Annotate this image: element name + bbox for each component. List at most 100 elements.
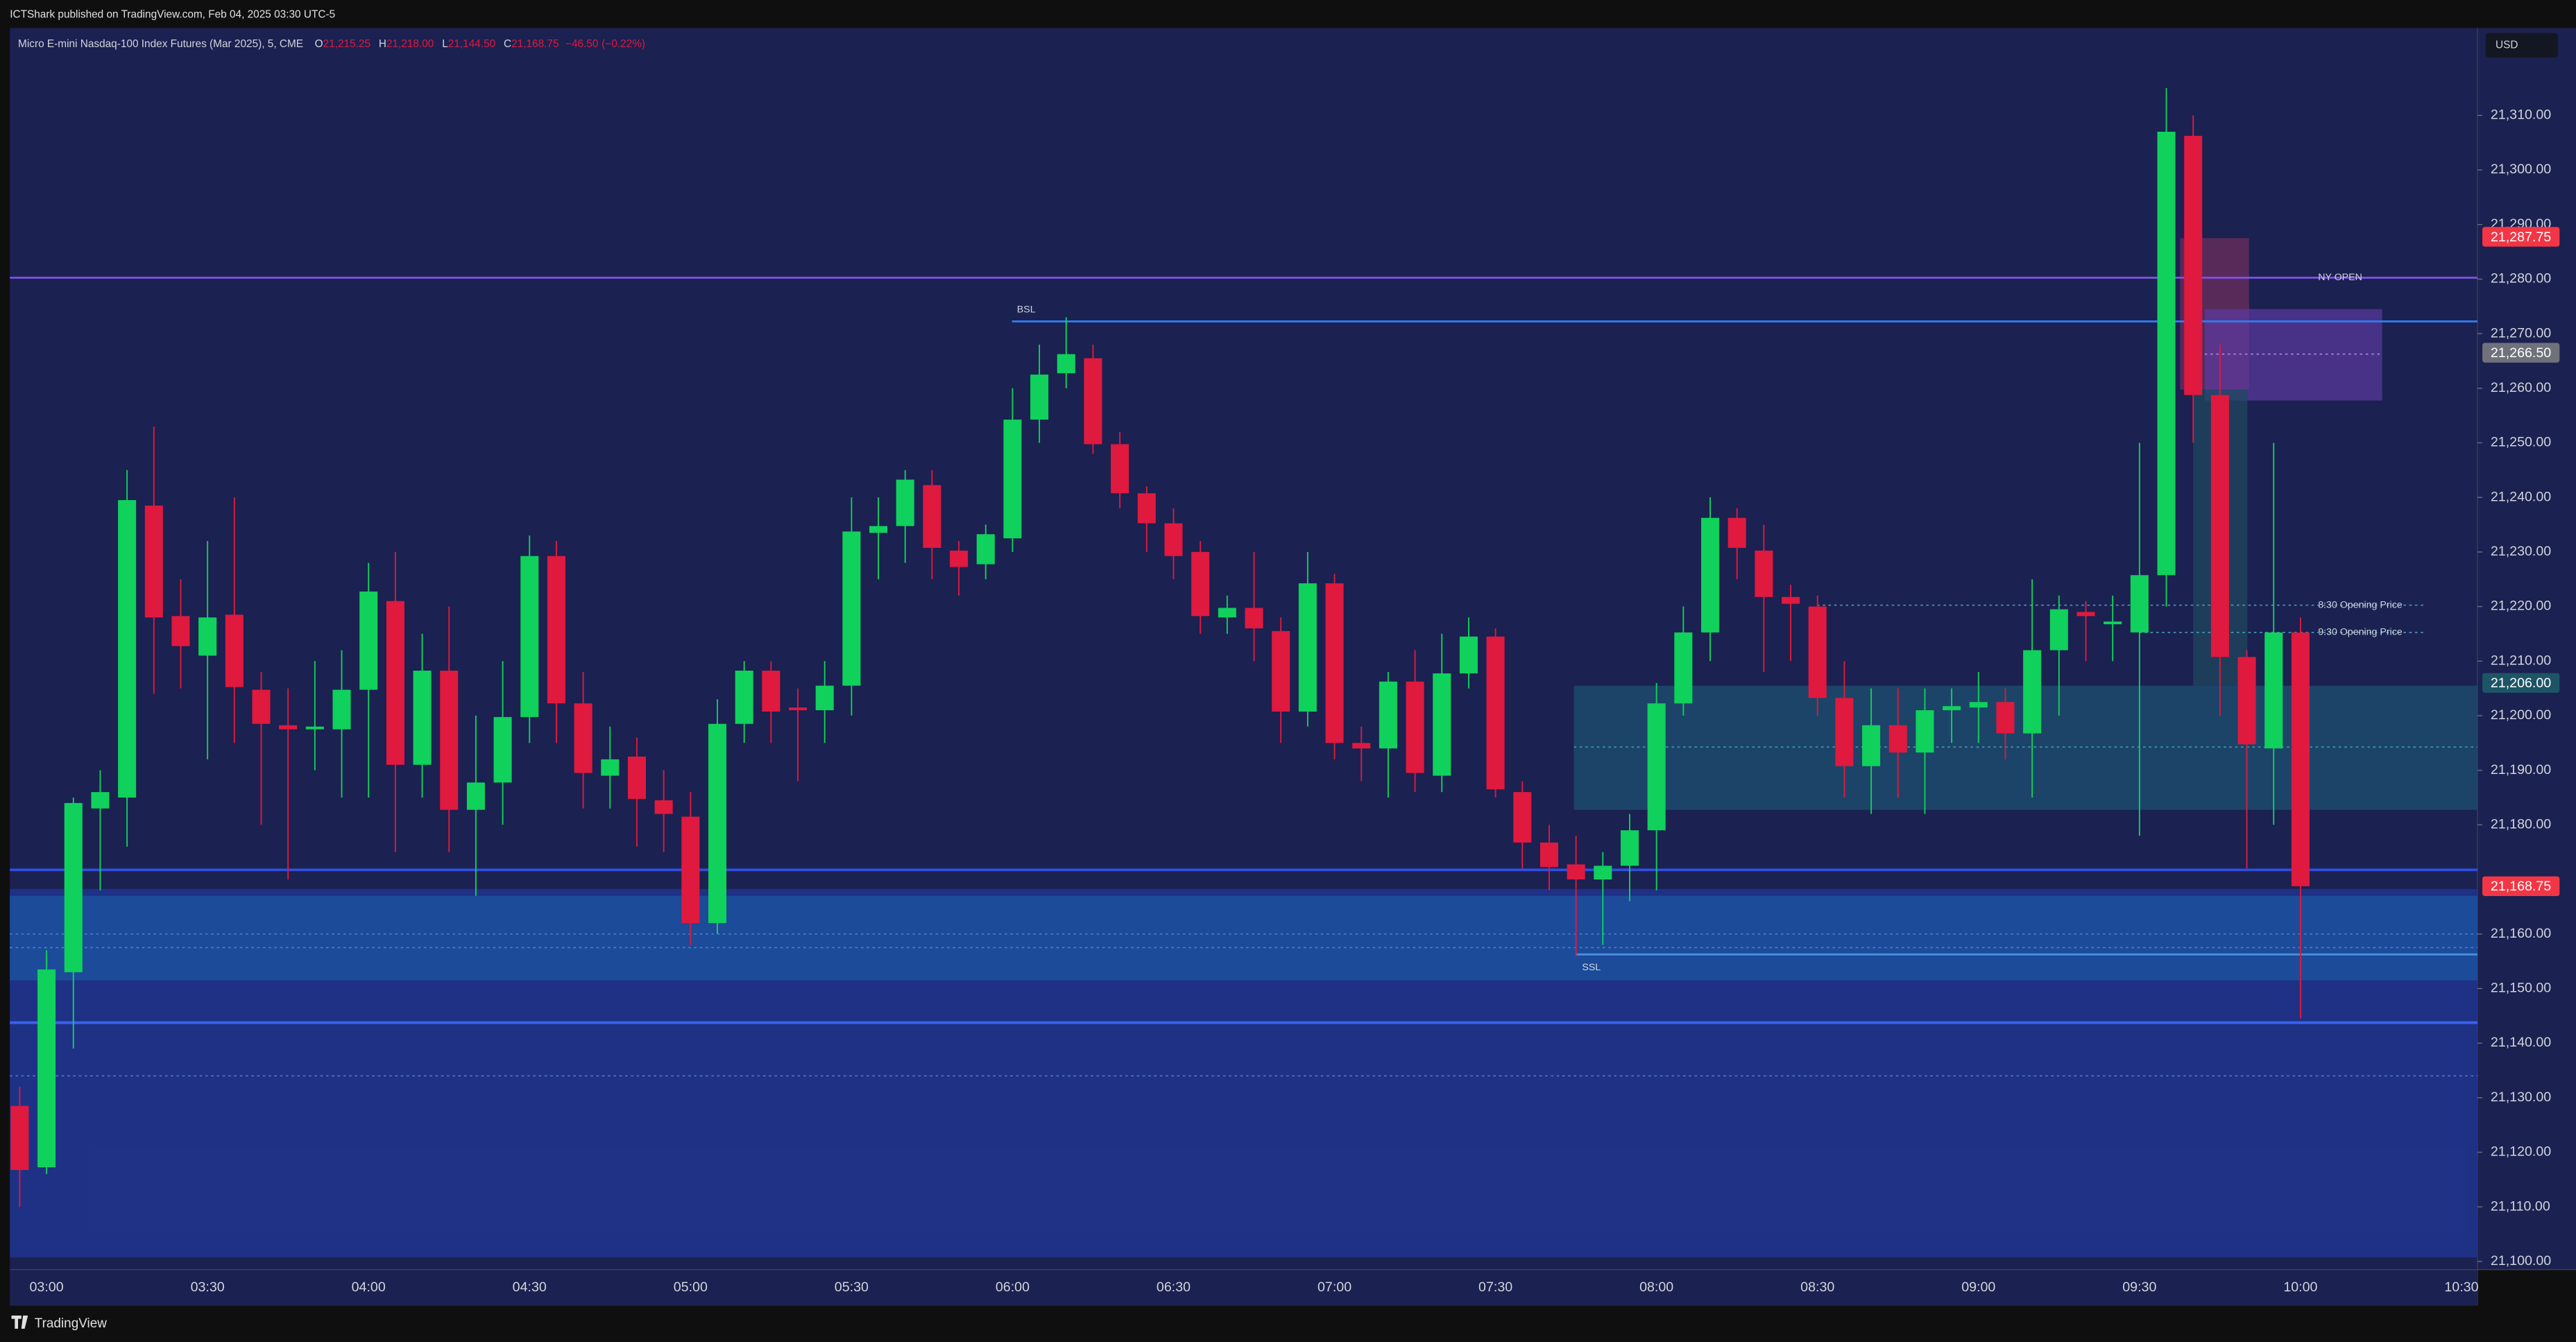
candle-body	[1620, 830, 1639, 866]
zone	[2204, 309, 2382, 401]
levels: NY OPEN BSL SSL 8:30 Opening Price 9:30 Open…	[10, 272, 2477, 1077]
candle-body	[1835, 698, 1854, 766]
candle-body	[10, 1106, 29, 1171]
candle-body	[386, 601, 404, 765]
candle-body	[842, 531, 861, 686]
x-tick-label: 09:30	[2122, 1280, 2156, 1295]
candle-body	[1674, 632, 1693, 704]
price-tag	[2482, 343, 2560, 363]
legend-key: H	[379, 38, 386, 50]
candle-body	[1406, 681, 1424, 773]
level-label: 9:30 Opening Price	[2318, 627, 2403, 638]
x-tick-label: 03:00	[30, 1280, 64, 1295]
candle-body	[1969, 702, 1988, 708]
candle-body	[91, 792, 110, 809]
time-axis	[10, 1269, 2477, 1306]
candle-body	[1943, 706, 1961, 711]
candle-body	[2104, 621, 2122, 625]
candle-body	[1379, 681, 1397, 749]
candle-body	[976, 534, 995, 565]
x-tick-label: 09:00	[1961, 1280, 1995, 1295]
candle-body	[305, 726, 324, 730]
y-tick-label: 21,190.00	[2491, 762, 2551, 777]
y-tick-label: 21,140.00	[2491, 1035, 2551, 1050]
legend-change: −46.50	[565, 38, 598, 50]
legend-change-pct: (−0.22%)	[602, 38, 645, 50]
candle-body	[440, 671, 459, 810]
legend-key: O	[315, 38, 323, 50]
x-tick-label: 06:00	[996, 1280, 1030, 1295]
y-tick-label: 21,130.00	[2491, 1090, 2551, 1105]
x-tick-label: 06:30	[1157, 1280, 1191, 1295]
axes: 21,100.00 21,110.00 21,120.00 21,130.00 21,1…	[30, 107, 2560, 1295]
y-tick-label: 21,250.00	[2491, 435, 2551, 450]
legend-value: 21,218.00	[386, 38, 434, 50]
legend-value: 21,215.25	[323, 38, 370, 50]
y-tick-label: 21,200.00	[2491, 707, 2551, 723]
candle-body	[1084, 358, 1102, 445]
level-label: BSL	[1017, 304, 1036, 316]
candle-body	[413, 671, 432, 765]
candle-body	[118, 500, 137, 798]
y-tick-label: 21,110.00	[2491, 1198, 2550, 1214]
x-tick-label: 04:00	[352, 1280, 386, 1295]
y-tick-label: 21,240.00	[2491, 489, 2551, 504]
price-tag	[2482, 227, 2560, 247]
x-tick-label: 08:30	[1800, 1280, 1834, 1295]
candle-body	[332, 689, 351, 730]
y-tick-label: 21,150.00	[2491, 981, 2551, 996]
candle-body	[1030, 375, 1049, 420]
logo	[11, 1315, 28, 1329]
x-tick-label: 10:30	[2444, 1280, 2478, 1295]
y-tick-label: 21,220.00	[2491, 599, 2551, 614]
currency-box[interactable]	[2485, 33, 2558, 58]
price-tag	[2482, 876, 2560, 897]
candle-body	[359, 591, 378, 690]
candle-body	[789, 707, 808, 711]
candle-body	[1888, 725, 1907, 753]
candle-body	[708, 723, 727, 923]
zone	[10, 895, 2477, 981]
candle-body	[735, 671, 753, 724]
x-tick-label: 07:30	[1478, 1280, 1512, 1295]
y-tick-label: 21,280.00	[2491, 271, 2551, 286]
y-tick-label: 21,310.00	[2491, 107, 2551, 123]
price-axis	[2477, 28, 2576, 1270]
candle-body	[1111, 444, 1129, 494]
candle-body	[1862, 725, 1881, 766]
level-label: 8:30 Opening Price	[2318, 599, 2403, 610]
candle-body	[64, 802, 83, 972]
candle-body	[1700, 517, 1720, 633]
candle-body	[547, 556, 565, 704]
legend-title: Micro E-mini Nasdaq-100 Index Futures (M…	[18, 38, 303, 50]
candle-body	[171, 616, 190, 646]
currency: USD	[2496, 39, 2518, 51]
y-tick-label: 21,260.00	[2491, 380, 2551, 395]
price-tag-label: 21,266.50	[2491, 345, 2551, 361]
candle-body	[1539, 842, 1558, 868]
y-tick-label: 21,210.00	[2491, 653, 2551, 668]
candle-body	[1486, 636, 1505, 790]
x-tick-label: 03:30	[191, 1280, 225, 1295]
y-tick-label: 21,100.00	[2491, 1253, 2551, 1268]
candle-body	[923, 485, 941, 548]
y-tick-label: 21,300.00	[2491, 162, 2551, 177]
candle-body	[1325, 583, 1344, 743]
candle-body	[1137, 493, 1156, 524]
x-tick-label: 05:30	[835, 1280, 869, 1295]
y-tick-label: 21,180.00	[2491, 816, 2551, 832]
candle-body	[1298, 583, 1317, 712]
candle-body	[1755, 550, 1773, 597]
level-label: SSL	[1582, 962, 1601, 973]
zones	[10, 238, 2477, 1257]
x-tick-label: 10:00	[2283, 1280, 2317, 1295]
candle-body	[198, 617, 217, 656]
candle-body	[950, 550, 969, 567]
candle-body	[1272, 630, 1290, 712]
candle-body	[1808, 606, 1827, 698]
candle-body	[279, 725, 298, 730]
price-tag-label: 21,168.75	[2491, 879, 2551, 894]
y-tick-label: 21,270.00	[2491, 325, 2551, 341]
